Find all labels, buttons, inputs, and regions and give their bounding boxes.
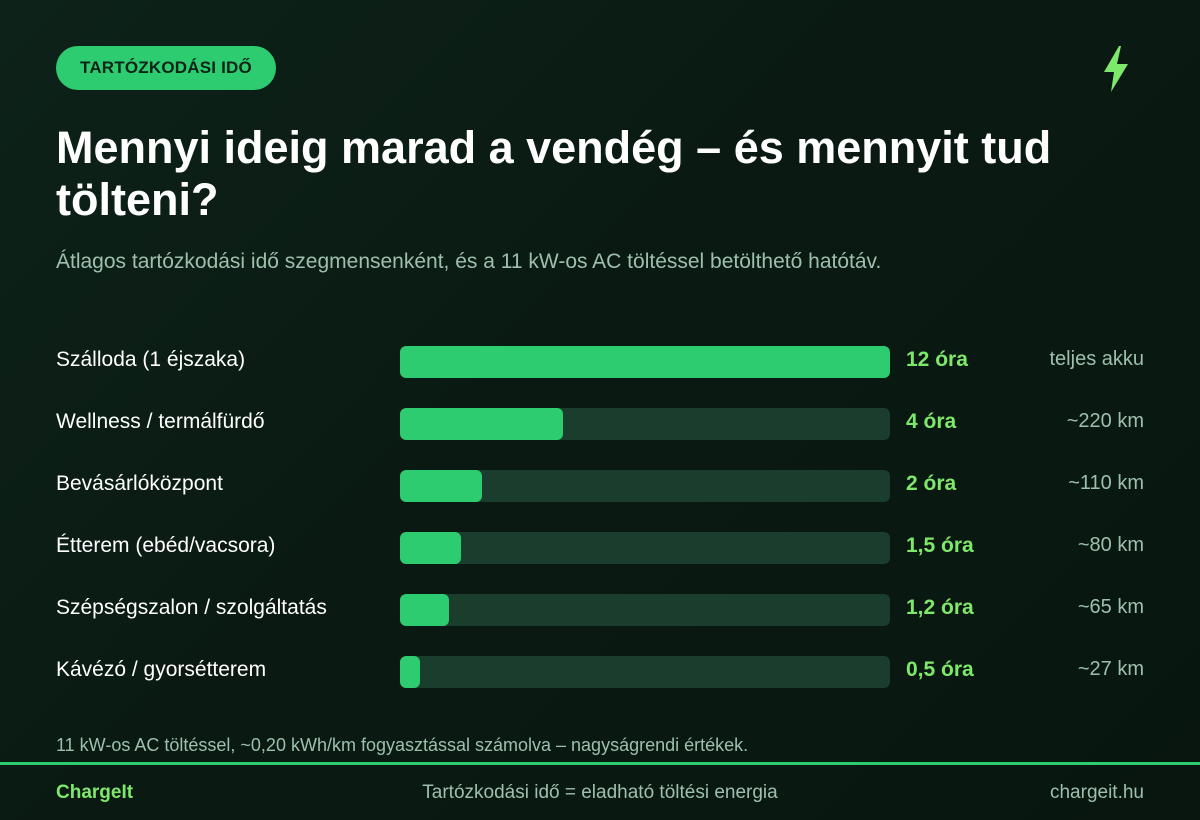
category-label: Szálloda (1 éjszaka) xyxy=(56,348,246,371)
bar-track xyxy=(400,532,890,564)
chart-row: Szálloda (1 éjszaka) 12 óra teljes akku xyxy=(0,338,1200,400)
bar-track xyxy=(400,594,890,626)
footer-tagline: Tartózkodási idő = eladható töltési ener… xyxy=(422,782,778,803)
value-label: 1,2 óra xyxy=(906,596,974,619)
value-label: 0,5 óra xyxy=(906,658,974,681)
range-label: teljes akku xyxy=(1049,348,1145,370)
range-label: ~110 km xyxy=(1068,472,1144,494)
value-label: 12 óra xyxy=(906,348,968,371)
footer-divider xyxy=(0,762,1200,765)
footnote: 11 kW-os AC töltéssel, ~0,20 kWh/km fogy… xyxy=(56,735,749,755)
bar xyxy=(400,656,421,688)
range-label: ~220 km xyxy=(1066,410,1144,432)
chart-row: Bevásárlóközpont 2 óra ~110 km xyxy=(0,462,1200,524)
chart-row: Szépségszalon / szolgáltatás 1,2 óra ~65 k… xyxy=(0,586,1200,648)
page-subtitle: Átlagos tartózkodási idő szegmensenként,… xyxy=(56,250,882,273)
value-label: 1,5 óra xyxy=(906,534,974,557)
bar-track xyxy=(400,346,890,378)
bar-track xyxy=(400,408,890,440)
range-label: ~27 km xyxy=(1077,658,1144,680)
category-badge: TARTÓZKODÁSI IDŐ xyxy=(56,46,276,90)
bar xyxy=(400,408,564,440)
value-label: 2 óra xyxy=(906,472,957,495)
bar xyxy=(400,532,462,564)
range-label: ~65 km xyxy=(1077,596,1144,618)
bar-chart: Szálloda (1 éjszaka) 12 óra teljes akku Wel… xyxy=(0,338,1200,710)
lightning-bolt-icon xyxy=(1104,46,1128,92)
bar-track xyxy=(400,470,890,502)
value-label: 4 óra xyxy=(906,410,957,433)
footer: ChargeIt Tartózkodási idő = eladható töl… xyxy=(0,765,1200,820)
footer-brand: ChargeIt xyxy=(56,782,134,803)
bar xyxy=(400,470,482,502)
bar xyxy=(400,346,890,378)
page-title: Mennyi ideig marad a vendég – és mennyit… xyxy=(56,122,1052,225)
range-label: ~80 km xyxy=(1077,534,1144,556)
chart-row: Kávézó / gyorsétterem 0,5 óra ~27 km xyxy=(0,648,1200,710)
category-label: Wellness / termálfürdő xyxy=(56,410,265,433)
category-label: Étterem (ebéd/vacsora) xyxy=(56,534,276,557)
chart-row: Étterem (ebéd/vacsora) 1,5 óra ~80 km xyxy=(0,524,1200,586)
bar xyxy=(400,594,449,626)
category-label: Kávézó / gyorsétterem xyxy=(56,658,267,681)
footer-url: chargeit.hu xyxy=(1049,782,1144,803)
category-label: Bevásárlóközpont xyxy=(56,472,223,495)
chart-row: Wellness / termálfürdő 4 óra ~220 km xyxy=(0,400,1200,462)
category-label: Szépségszalon / szolgáltatás xyxy=(56,596,327,619)
bar-track xyxy=(400,656,890,688)
